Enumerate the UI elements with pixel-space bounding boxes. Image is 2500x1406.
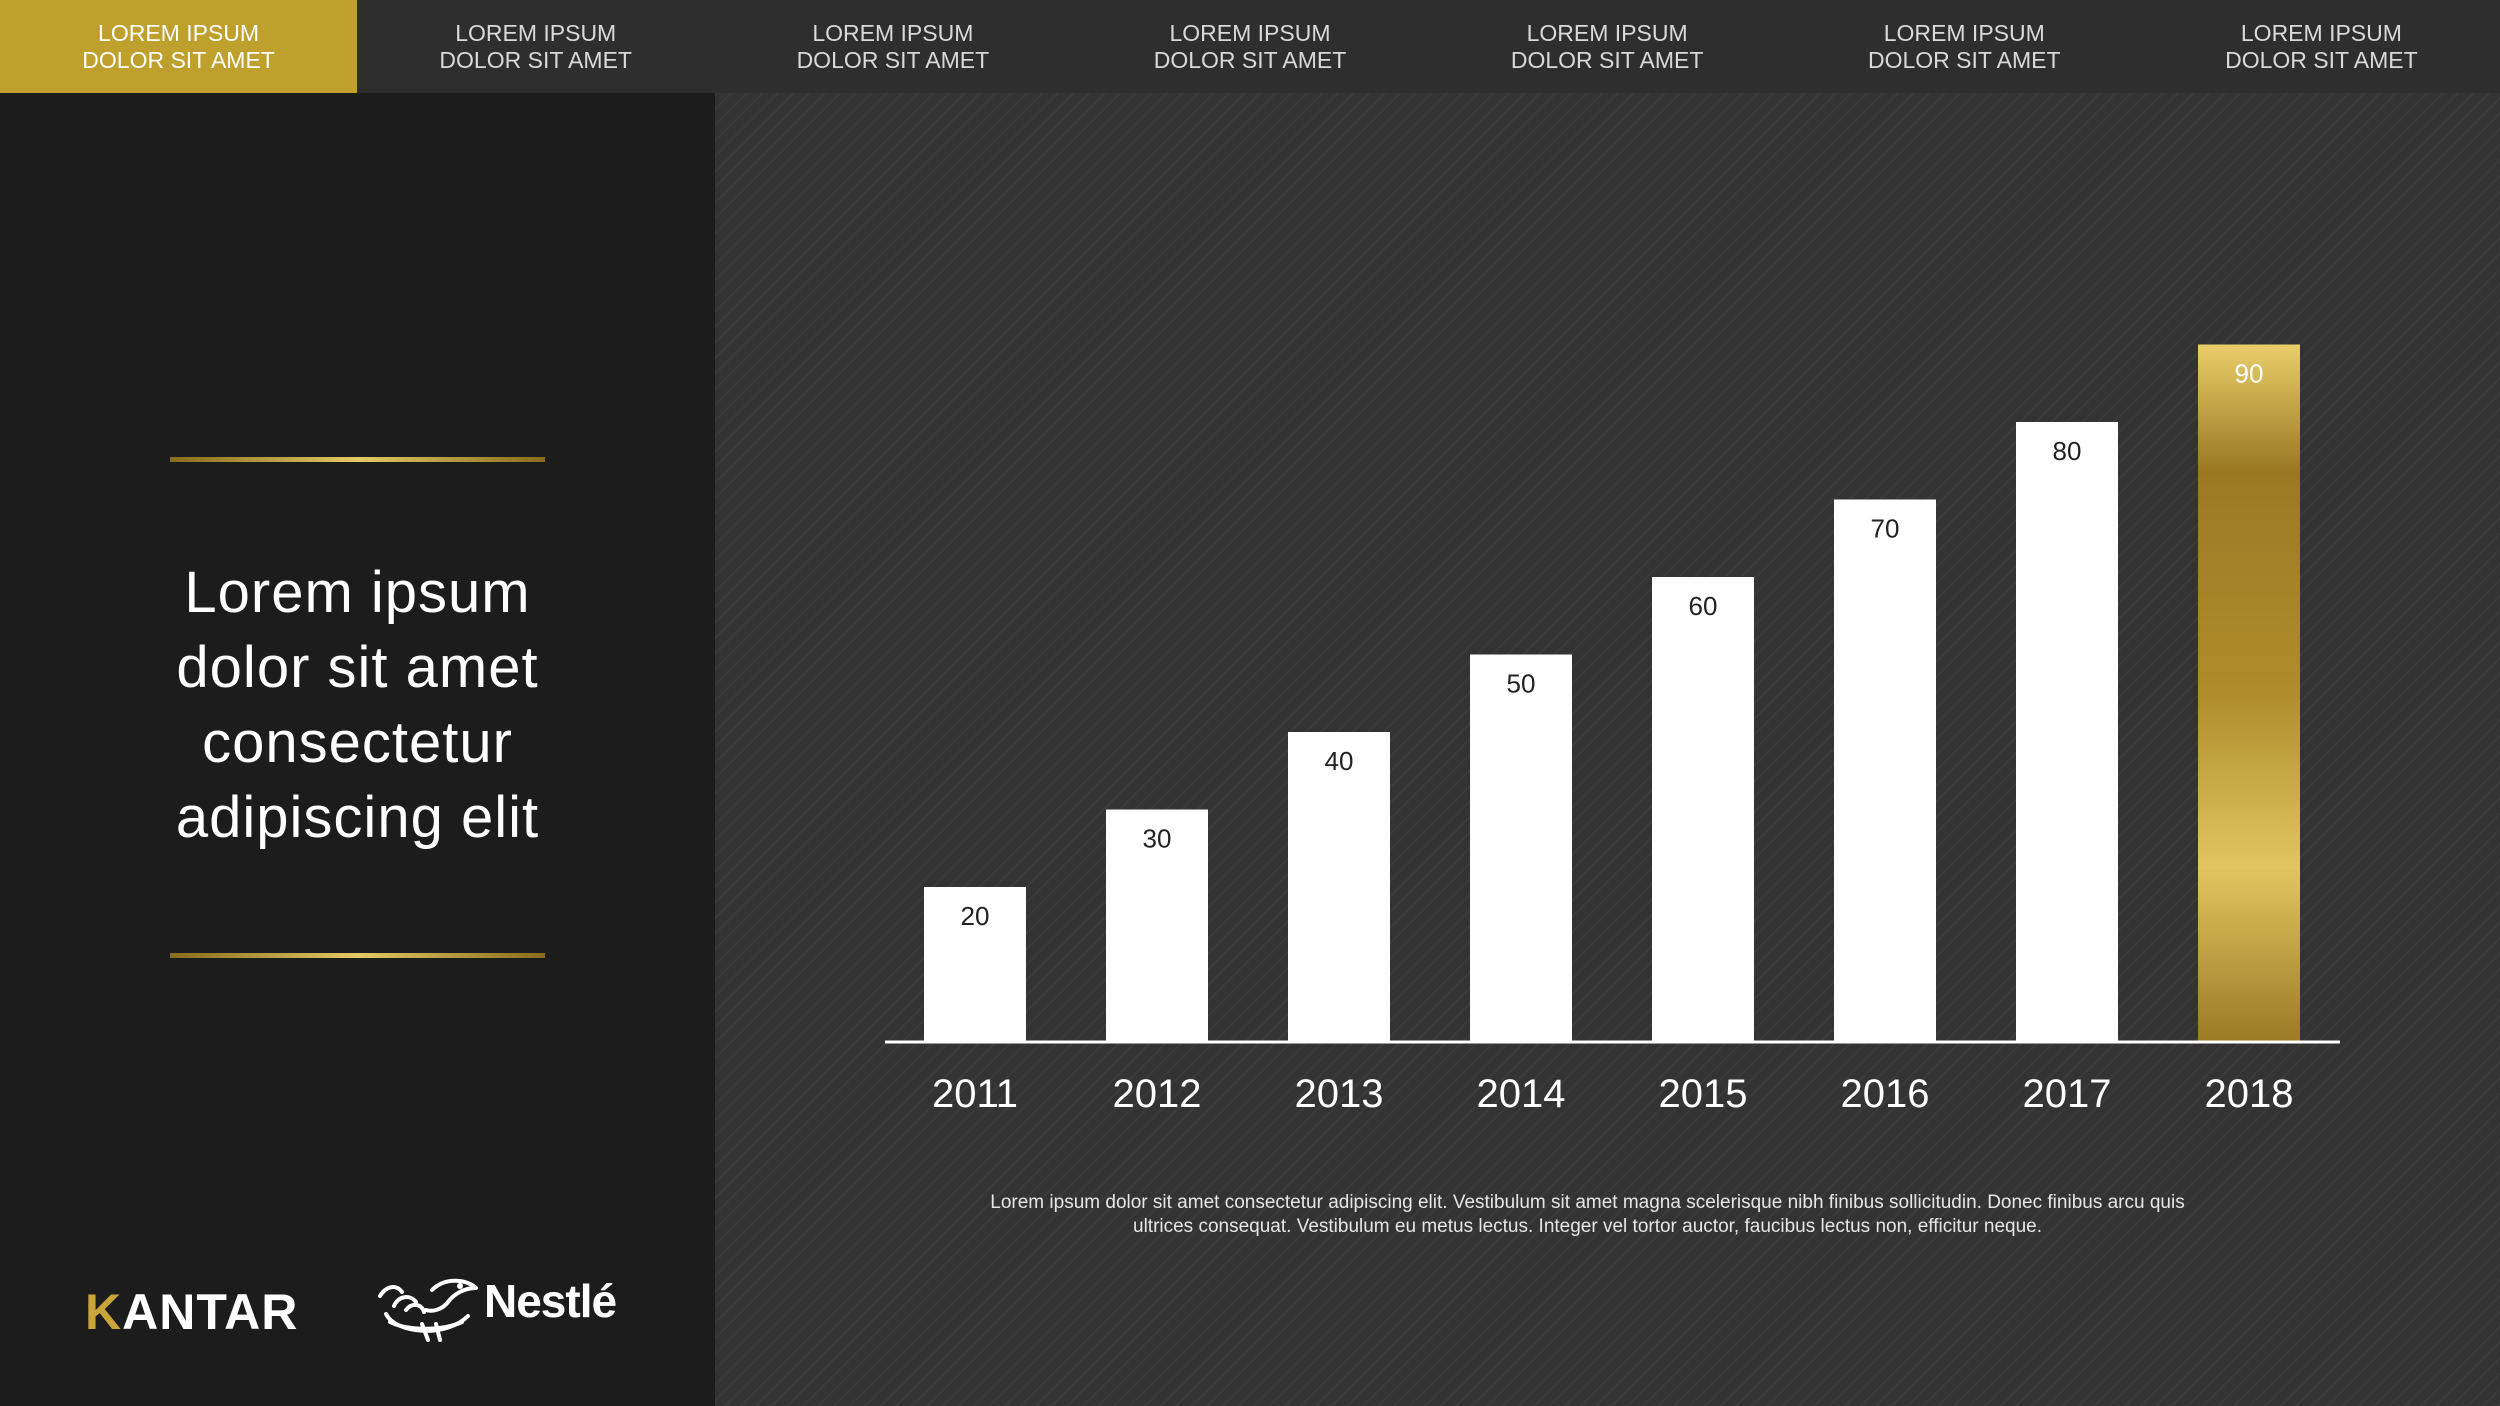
nav-tab-1[interactable]: LOREM IPSUM DOLOR SIT AMET [0, 0, 358, 93]
headline-line: consectetur [202, 710, 513, 775]
nav-tab-6[interactable]: LOREM IPSUM DOLOR SIT AMET [1786, 0, 2143, 93]
nestle-bird-nest-icon [378, 1278, 478, 1342]
x-tick-label-2015: 2015 [1659, 1072, 1748, 1116]
x-tick-label-2017: 2017 [2023, 1072, 2112, 1116]
gold-divider-bottom [170, 953, 545, 958]
data-label-2014: 50 [1507, 669, 1536, 699]
nav-tab-label-line2: DOLOR SIT AMET [1153, 46, 1347, 73]
nav-tab-label-line2: DOLOR SIT AMET [796, 46, 990, 73]
nav-tab-label-line2: DOLOR SIT AMET [2225, 46, 2418, 73]
kantar-logo-k: K [85, 1284, 123, 1340]
nav-tab-label-line1: LOREM IPSUM [1169, 19, 1331, 46]
nav-tab-label-line1: LOREM IPSUM [1526, 19, 1688, 46]
bar-2014 [1470, 654, 1572, 1042]
data-label-2016: 70 [1871, 514, 1900, 544]
top-nav: LOREM IPSUM DOLOR SIT AMET LOREM IPSUM DOL… [0, 0, 2500, 93]
bar-2013 [1288, 732, 1390, 1042]
nav-tab-label-line2: DOLOR SIT AMET [1867, 46, 2061, 73]
kantar-logo: KANTAR [85, 1283, 298, 1341]
headline-line: adipiscing elit [175, 785, 540, 850]
x-tick-label-2011: 2011 [932, 1072, 1018, 1116]
caption-line: Lorem ipsum dolor sit amet consectetur a… [990, 1192, 2185, 1213]
x-tick-label-2018: 2018 [2205, 1072, 2294, 1116]
x-tick-label-2014: 2014 [1477, 1072, 1566, 1116]
data-labels-group: 20 30 40 50 60 70 80 90 [961, 359, 2264, 932]
bar-2015 [1652, 577, 1754, 1042]
nav-tab-label-line1: LOREM IPSUM [812, 19, 974, 46]
nav-tab-label-line2: DOLOR SIT AMET [1510, 46, 1704, 73]
bar-2016 [1834, 499, 1936, 1042]
chart-caption: Lorem ipsum dolor sit amet consectetur a… [910, 1191, 2265, 1239]
nestle-logo-text: Nestlé [484, 1275, 617, 1327]
caption-line: ultrices consequat. Vestibulum eu metus … [1133, 1216, 2042, 1237]
data-label-2013: 40 [1325, 746, 1354, 776]
kantar-logo-rest: ANTAR [122, 1284, 299, 1340]
left-panel: Lorem ipsum dolor sit amet consectetur a… [0, 93, 715, 1406]
x-tick-label-2013: 2013 [1295, 1072, 1384, 1116]
nav-tab-4[interactable]: LOREM IPSUM DOLOR SIT AMET [1071, 0, 1428, 93]
headline: Lorem ipsum dolor sit amet consectetur a… [60, 555, 655, 855]
nav-tab-7[interactable]: LOREM IPSUM DOLOR SIT AMET [2143, 0, 2500, 93]
x-tick-label-2012: 2012 [1113, 1072, 1202, 1116]
nav-tab-label-line2: DOLOR SIT AMET [439, 46, 632, 73]
bar-2018 [2198, 344, 2300, 1042]
data-label-2011: 20 [961, 901, 990, 931]
nav-tab-3[interactable]: LOREM IPSUM DOLOR SIT AMET [714, 0, 1071, 93]
data-label-2018: 90 [2235, 359, 2264, 389]
nav-tab-2[interactable]: LOREM IPSUM DOLOR SIT AMET [357, 0, 714, 93]
bar-2017 [2016, 422, 2118, 1042]
bars-group [924, 344, 2300, 1042]
nav-tab-label-line1: LOREM IPSUM [98, 19, 260, 46]
nav-tab-label-line1: LOREM IPSUM [1883, 19, 2045, 46]
nav-tab-label-line1: LOREM IPSUM [2240, 19, 2402, 46]
x-tick-label-2016: 2016 [1841, 1072, 1930, 1116]
chart-area: 20 30 40 50 60 70 80 90 2011 2012 2013 2014 2015 201… [715, 93, 2500, 1406]
headline-line: dolor sit amet [176, 635, 539, 700]
data-label-2015: 60 [1689, 591, 1718, 621]
headline-line: Lorem ipsum [184, 560, 531, 625]
bar-2012 [1106, 809, 1208, 1042]
x-tick-labels-group: 2011 2012 2013 2014 2015 2016 2017 2018 [932, 1072, 2294, 1116]
data-label-2017: 80 [2053, 436, 2082, 466]
bar-2011 [924, 887, 1026, 1042]
nav-tab-label-line2: DOLOR SIT AMET [82, 46, 275, 73]
nav-tab-label-line1: LOREM IPSUM [455, 19, 617, 46]
gold-divider-top [170, 457, 545, 462]
data-label-2012: 30 [1143, 824, 1172, 854]
nestle-logo: Nestlé [376, 1266, 636, 1342]
nav-tab-5[interactable]: LOREM IPSUM DOLOR SIT AMET [1429, 0, 1786, 93]
